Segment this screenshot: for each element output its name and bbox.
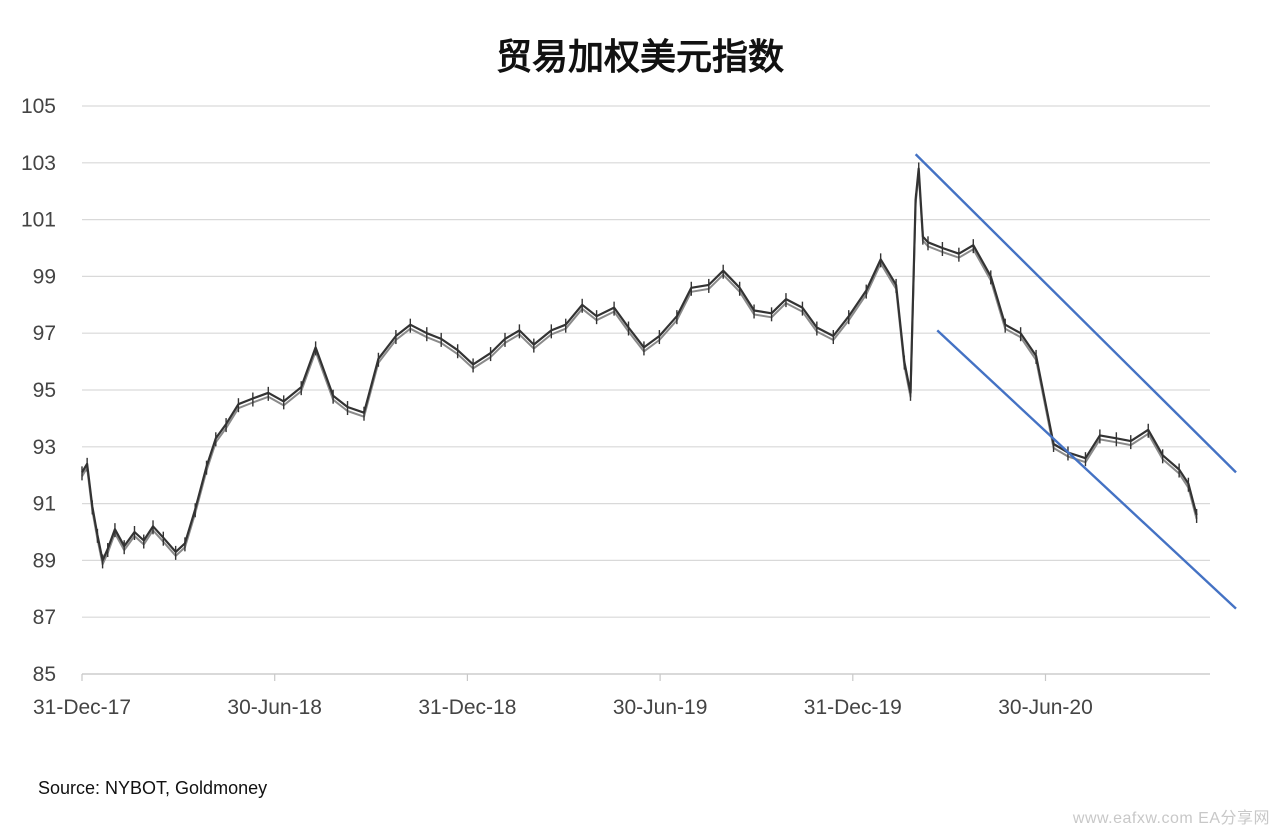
y-tick-label: 85 <box>33 663 56 686</box>
trendline-group <box>914 153 1237 610</box>
x-tick-label: 30-Jun-19 <box>613 696 708 719</box>
y-tick-label: 93 <box>33 436 56 459</box>
series-group <box>81 162 1198 569</box>
trendline <box>936 329 1237 610</box>
y-tick-label: 95 <box>33 379 56 402</box>
series-low-line <box>81 171 1198 566</box>
trendline <box>914 153 1237 474</box>
x-tick-label: 31-Dec-18 <box>418 696 516 719</box>
source-note: Source: NYBOT, Goldmoney <box>38 778 268 798</box>
y-tick-label: 103 <box>21 152 56 175</box>
y-tick-label: 91 <box>33 493 56 516</box>
y-tick-label: 89 <box>33 549 56 572</box>
x-axis: 31-Dec-17 30-Jun-18 31-Dec-18 30-Jun-19 31-D… <box>33 673 1210 719</box>
y-axis-ticks: 85 87 89 91 93 95 97 99 101 103 105 <box>21 95 56 686</box>
gridlines <box>82 105 1210 675</box>
x-tick-label: 30-Jun-18 <box>227 696 322 719</box>
y-tick-label: 105 <box>21 95 56 118</box>
series-line <box>81 167 1198 562</box>
x-tick-label: 30-Jun-20 <box>998 696 1093 719</box>
y-tick-label: 101 <box>21 209 56 232</box>
watermark: www.eafxw.com EA分享网 <box>1072 810 1270 827</box>
y-tick-label: 97 <box>33 322 56 345</box>
chart-title: 贸易加权美元指数 <box>495 37 784 78</box>
y-tick-label: 99 <box>33 265 56 288</box>
y-tick-label: 87 <box>33 606 56 629</box>
x-tick-label: 31-Dec-17 <box>33 696 131 719</box>
x-tick-label: 31-Dec-19 <box>804 696 902 719</box>
